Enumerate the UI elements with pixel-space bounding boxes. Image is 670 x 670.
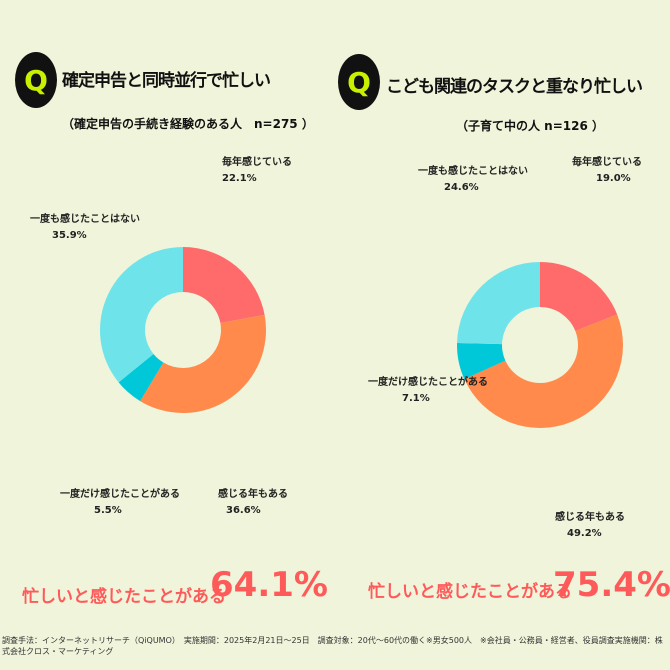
label-left-once: 一度だけ感じたことがある 5.5%	[60, 489, 180, 516]
survey-footnote: 調査手法：インターネットリサーチ（QiQUMO） 実施期間：2025年2月21日…	[2, 636, 663, 656]
donut-slice-2	[140, 314, 266, 413]
donut-slice-3	[457, 343, 506, 380]
label-left-never: 一度も感じたことはない 35.9%	[30, 214, 140, 241]
chart-title-left: 確定申告と同時並行で忙しい	[62, 71, 271, 91]
donut-slice-1	[183, 247, 265, 324]
chart-subtitle-left: （確定申告の手続き経験のある人 n=275 ）	[62, 117, 314, 131]
chart-subtitle-right: （子育て中の人 n=126 ）	[456, 119, 605, 133]
label-right-never: 一度も感じたことはない 24.6%	[418, 166, 528, 193]
label-right-every-year: 毎年感じている 19.0%	[572, 157, 642, 184]
donut-slice-4	[457, 262, 540, 345]
label-right-once: 一度だけ感じたことがある 7.1%	[368, 377, 488, 404]
label-left-some-years: 感じる年もある 36.6%	[218, 489, 288, 516]
donut-slice-2	[464, 314, 623, 428]
summary-value-left: 64.1%	[210, 565, 328, 605]
donut-slice-3	[118, 353, 164, 402]
summary-value-right: 75.4%	[553, 565, 670, 605]
label-left-every-year: 毎年感じている 22.1%	[222, 157, 292, 184]
donut-left	[100, 247, 266, 413]
donut-charts	[100, 247, 623, 428]
summary-label-right: 忙しいと感じたことがある	[368, 582, 572, 602]
q-badge-left: Q	[15, 52, 57, 108]
summary-label-left: 忙しいと感じたことがある	[22, 587, 226, 607]
chart-title-right: こども関連のタスクと重なり忙しい	[386, 77, 643, 97]
q-badge-right: Q	[338, 54, 380, 110]
donut-slice-1	[540, 262, 618, 332]
label-right-some-years: 感じる年もある 49.2%	[555, 512, 625, 539]
donut-slice-4	[100, 247, 183, 383]
donut-right	[457, 262, 623, 428]
